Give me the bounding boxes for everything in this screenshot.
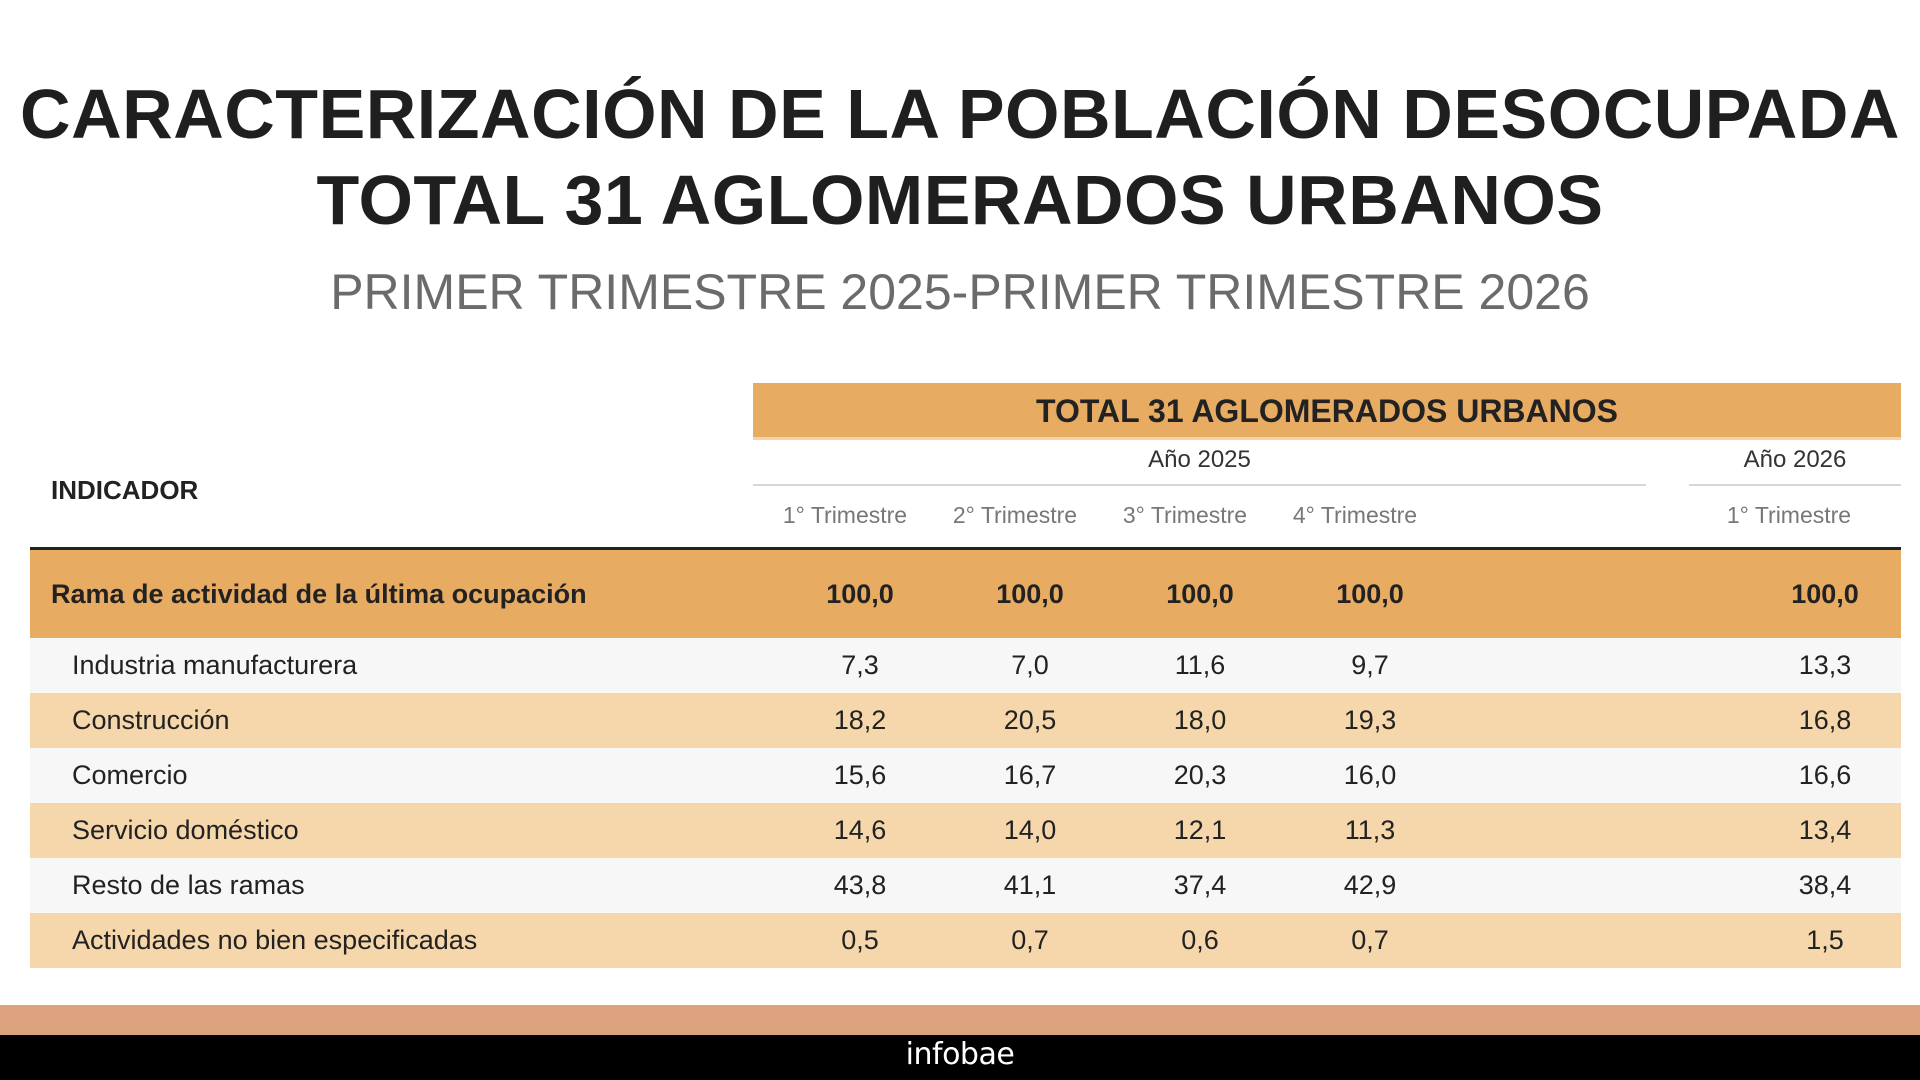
table-cell: 16,7 [1003, 760, 1057, 790]
table-cell: 100,0 [1336, 578, 1404, 609]
table-cell: 19,3 [1343, 705, 1397, 735]
table-cell: 12,1 [1173, 815, 1227, 845]
quarter-header: 1° Trimestre [782, 502, 908, 528]
table-row: Actividades no bien especificadas 0,5 0,… [30, 913, 1901, 968]
table-total-row: Rama de actividad de la última ocupación… [30, 550, 1901, 638]
table-cell: 16,6 [1798, 760, 1852, 790]
table-cell: 20,3 [1173, 760, 1227, 790]
table-cell: 7,0 [1011, 650, 1049, 680]
table-cell: 18,2 [833, 705, 887, 735]
page-subtitle: PRIMER TRIMESTRE 2025-PRIMER TRIMESTRE 2… [330, 264, 1590, 320]
year-divider-2026 [1689, 484, 1901, 486]
table-cell: 16,0 [1343, 760, 1397, 790]
table-cell: 9,7 [1351, 650, 1389, 680]
quarter-header: 1° Trimestre [1726, 502, 1852, 528]
table-row: Resto de las ramas 43,8 41,1 37,4 42,9 3… [30, 858, 1901, 913]
table-cell: 0,7 [1011, 925, 1049, 955]
table-row: Construcción 18,2 20,5 18,0 19,3 16,8 [30, 693, 1901, 748]
row-label: Servicio doméstico [72, 815, 299, 845]
infobae-logo: infobae [905, 1037, 1015, 1072]
row-label: Actividades no bien especificadas [72, 925, 478, 955]
table-row: Servicio doméstico 14,6 14,0 12,1 11,3 1… [30, 803, 1901, 858]
table-cell: 16,8 [1798, 705, 1852, 735]
year-header-2025: Año 2025 [1148, 446, 1251, 473]
table-cell: 18,0 [1173, 705, 1227, 735]
table-row: Industria manufacturera 7,3 7,0 11,6 9,7… [30, 638, 1901, 693]
year-header-2026: Año 2026 [1743, 446, 1847, 473]
row-label: Comercio [72, 760, 188, 790]
table-cell: 13,4 [1798, 815, 1852, 845]
table-cell: 38,4 [1798, 870, 1852, 900]
table-cell: 7,3 [841, 650, 879, 680]
table-cell: 11,6 [1174, 650, 1226, 680]
table-cell: 100,0 [826, 578, 894, 609]
footer-bar: infobae [0, 1035, 1920, 1080]
quarter-header: 2° Trimestre [952, 502, 1078, 528]
row-label: Industria manufacturera [72, 650, 358, 680]
table-row: Comercio 15,6 16,7 20,3 16,0 16,6 [30, 748, 1901, 803]
table-cell: 20,5 [1003, 705, 1057, 735]
table-cell: 0,6 [1181, 925, 1219, 955]
decorative-band [0, 1005, 1920, 1035]
quarter-header: 3° Trimestre [1122, 502, 1248, 528]
table-cell: 43,8 [833, 870, 887, 900]
table-cell: 1,5 [1806, 925, 1844, 955]
table-cell: 0,5 [841, 925, 879, 955]
table-cell: 42,9 [1343, 870, 1397, 900]
year-divider-2025 [753, 484, 1646, 486]
table-cell: 15,6 [833, 760, 887, 790]
table-cell: 13,3 [1798, 650, 1852, 680]
table-cell: 41,1 [1003, 870, 1057, 900]
table-group-header: TOTAL 31 AGLOMERADOS URBANOS [753, 383, 1901, 440]
page-title-second-line: TOTAL 31 AGLOMERADOS URBANOS [316, 161, 1604, 239]
page-title: CARACTERIZACIÓN DE LA POBLACIÓN DESOCUPA… [20, 75, 1900, 153]
table-cell: 100,0 [1791, 578, 1859, 609]
table-cell: 100,0 [996, 578, 1064, 609]
table-cell: 100,0 [1166, 578, 1234, 609]
row-label: Rama de actividad de la última ocupación [51, 578, 587, 609]
table-cell: 0,7 [1351, 925, 1389, 955]
table-cell: 37,4 [1173, 870, 1227, 900]
row-label: Resto de las ramas [72, 870, 305, 900]
table-cell: 11,3 [1344, 815, 1396, 845]
header-divider [30, 547, 1901, 550]
indicator-column-header: INDICADOR [51, 475, 199, 505]
table-cell: 14,6 [833, 815, 887, 845]
table-cell: 14,0 [1003, 815, 1057, 845]
quarter-header: 4° Trimestre [1292, 502, 1418, 528]
row-label: Construcción [72, 705, 230, 735]
